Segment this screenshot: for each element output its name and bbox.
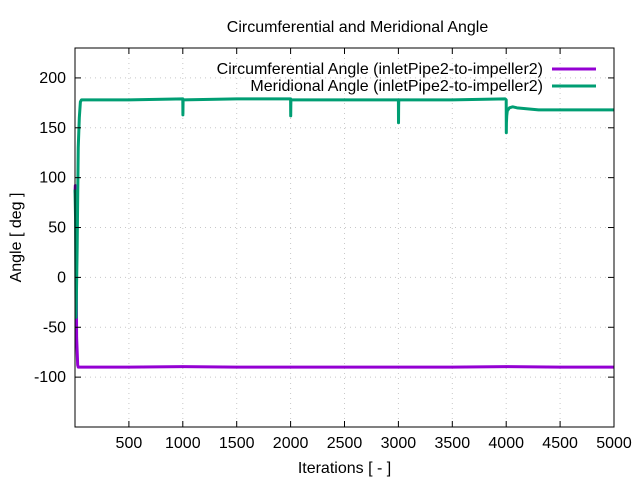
x-tick-label: 3500 (435, 435, 471, 452)
y-tick-label: 200 (39, 70, 66, 87)
y-tick-label: -50 (43, 319, 66, 336)
legend: Circumferential Angle (inletPipe2-to-imp… (217, 61, 596, 95)
legend-label-2: Meridional Angle (inletPipe2-to-impeller… (250, 78, 543, 95)
axis-ticks: 500 1000 1500 2000 2500 3000 3500 4000 4500 5000-… (34, 48, 632, 452)
x-tick-label: 5000 (596, 435, 632, 452)
x-tick-label: 500 (116, 435, 143, 452)
y-tick-label: 100 (39, 170, 66, 187)
y-axis-label: Angle [ deg ] (8, 193, 25, 283)
x-tick-label: 1500 (219, 435, 255, 452)
x-tick-label: 1000 (165, 435, 201, 452)
x-tick-label: 3000 (381, 435, 417, 452)
series-lines (73, 97, 614, 369)
series-line-2 (73, 97, 614, 319)
chart-title: Circumferential and Meridional Angle (227, 19, 489, 36)
x-tick-label: 4500 (542, 435, 578, 452)
y-tick-label: 150 (39, 120, 66, 137)
x-tick-label: 2500 (327, 435, 363, 452)
legend-label-1: Circumferential Angle (inletPipe2-to-imp… (217, 61, 543, 78)
y-tick-label: -100 (34, 369, 66, 386)
y-tick-label: 50 (48, 220, 66, 237)
x-axis-label: Iterations [ - ] (298, 460, 391, 477)
y-tick-label: 0 (57, 269, 66, 286)
x-tick-label: 4000 (488, 435, 524, 452)
x-tick-label: 2000 (273, 435, 309, 452)
